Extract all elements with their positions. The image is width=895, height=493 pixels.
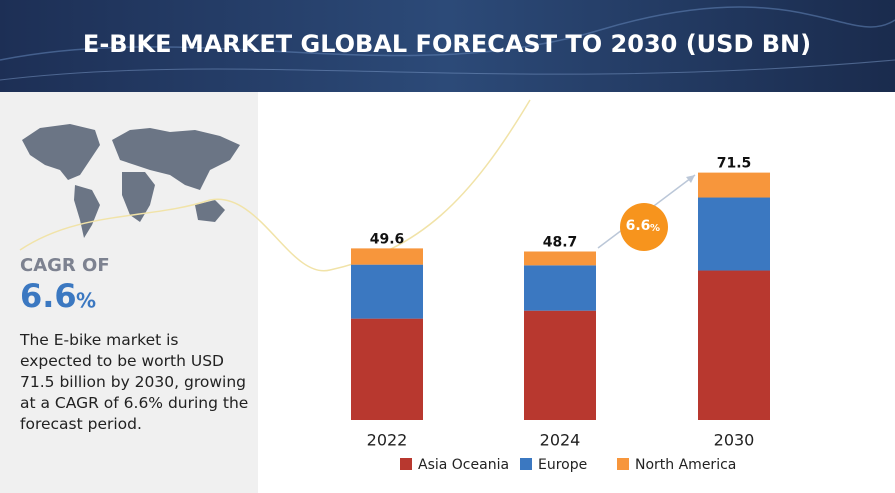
header-decoration xyxy=(0,59,895,81)
bar-segment xyxy=(524,265,596,311)
legend-label: Europe xyxy=(538,457,587,473)
bar-segment xyxy=(698,197,770,271)
world-map xyxy=(22,124,240,238)
cagr-bubble-unit: % xyxy=(650,223,660,234)
bar-segment xyxy=(351,264,423,319)
legend-label: North America xyxy=(635,457,736,473)
legend-swatch xyxy=(617,458,629,470)
total-label: 48.7 xyxy=(543,234,578,250)
total-label: 71.5 xyxy=(717,156,752,172)
legend-swatch xyxy=(520,458,532,470)
cagr-bubble-value: 6.6 xyxy=(626,218,651,234)
header-decoration xyxy=(0,6,895,61)
chart-title: E-BIKE MARKET GLOBAL FORECAST TO 2030 (U… xyxy=(83,30,811,58)
legend-label: Asia Oceania xyxy=(418,457,509,473)
bar-segment xyxy=(351,318,423,420)
bar-segment xyxy=(698,270,770,420)
x-tick-label: 2022 xyxy=(367,431,408,450)
cagr-bubble xyxy=(620,203,668,251)
cagr-unit: % xyxy=(76,289,96,313)
trend-decoration xyxy=(19,99,531,272)
description: The E-bike market is expected to be wort… xyxy=(20,331,249,433)
cagr-label: CAGR OF xyxy=(20,255,110,276)
total-label: 49.6 xyxy=(370,231,405,247)
legend-swatch xyxy=(400,458,412,470)
cagr-value: 6.6 xyxy=(20,277,77,315)
x-tick-label: 2030 xyxy=(714,431,755,450)
growth-arrow-head xyxy=(686,175,695,183)
bar-segment xyxy=(698,172,770,198)
bar-segment xyxy=(524,251,596,266)
header-band xyxy=(0,0,895,92)
bar-segment xyxy=(351,248,423,265)
bar-segment xyxy=(524,310,596,420)
x-tick-label: 2024 xyxy=(540,431,581,450)
